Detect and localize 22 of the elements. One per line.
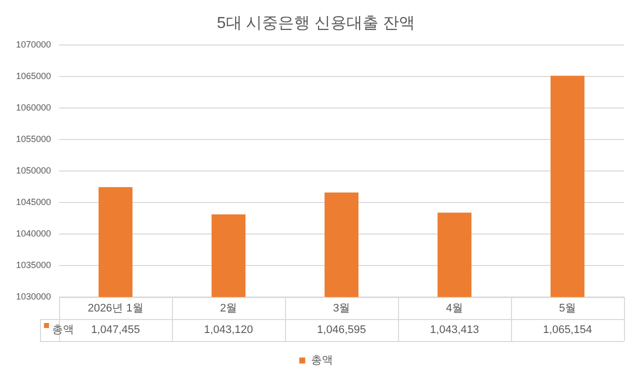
text: 총액 [52,324,74,336]
data-label: 1,065,154 [543,324,592,336]
legend-label: 총액 [310,354,333,367]
data-label: 1,046,595 [317,324,366,336]
data-label: 1,047,455 [91,324,140,336]
x-tick-label: 4월 [446,302,464,315]
y-tick-label: 1065000 [16,71,52,82]
chart-title: 5대 시중은행 신용대출 잔액 [216,15,416,32]
y-tick-label: 1040000 [16,228,52,239]
x-tick-label: 5월 [558,302,576,315]
y-tick-label: 1050000 [16,166,52,176]
y-tick-label: 1055000 [16,134,52,144]
x-tick-label: 2월 [220,302,238,315]
y-tick-label: 1035000 [16,260,52,270]
data-label: 1,043,120 [204,324,253,336]
y-tick-label: 1070000 [16,40,52,50]
x-tick-label: 2026년 1월 [88,302,144,315]
y-tick-label: 1030000 [16,291,52,302]
y-tick-label: 1060000 [16,102,52,113]
x-tick-label: 3월 [332,302,350,315]
data-label: 1,043,413 [430,324,479,336]
y-tick-label: 1045000 [16,197,52,208]
